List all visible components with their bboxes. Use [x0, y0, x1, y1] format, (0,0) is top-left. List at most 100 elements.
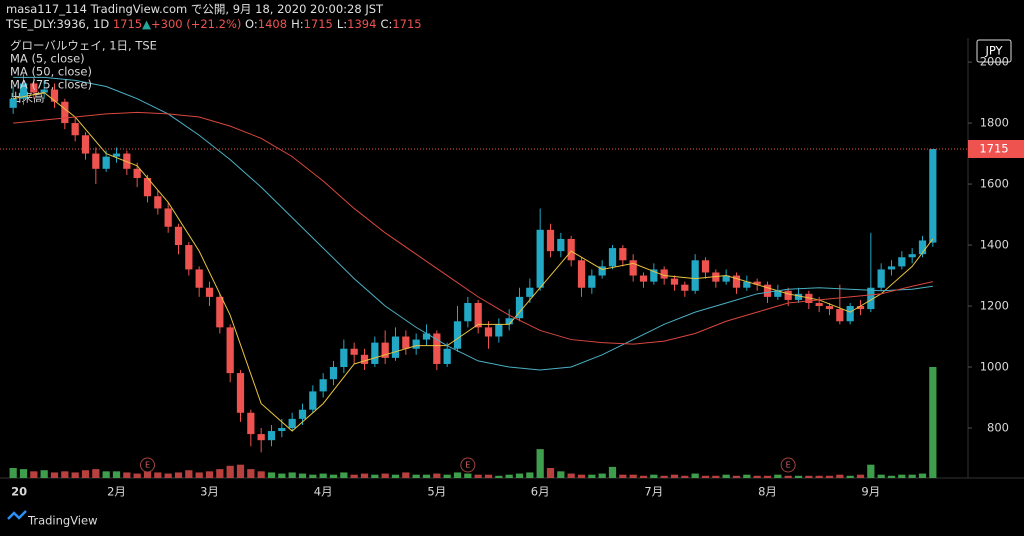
event-label: E: [465, 461, 470, 470]
candle-body: [371, 342, 379, 364]
ma-line: [13, 76, 933, 371]
volume-bar: [784, 475, 792, 478]
x-tick-label: 3月: [200, 485, 219, 499]
volume-bar: [102, 471, 110, 478]
event-marker: [780, 457, 796, 473]
volume-bar: [484, 474, 493, 478]
volume-bar: [360, 473, 369, 478]
candle-body: [453, 321, 462, 349]
volume-bar: [143, 471, 152, 478]
candle-body: [836, 309, 844, 322]
candle-body: [92, 153, 100, 169]
y-tick-label: 1800: [980, 116, 1009, 130]
volume-bar: [412, 474, 420, 478]
volume-bar: [40, 470, 48, 478]
last-price-tag: [968, 139, 1024, 158]
candle-body: [50, 89, 59, 102]
volume-bar: [371, 474, 379, 478]
y-tick-label: 1000: [980, 360, 1009, 374]
volume-bar: [30, 471, 38, 478]
candle-body: [61, 101, 69, 124]
legend-entry: MA (5, close): [10, 52, 85, 66]
candle-body: [112, 153, 121, 157]
volume-bar: [505, 474, 513, 478]
volume-bar: [9, 468, 17, 478]
ohlc-label: L:: [336, 17, 348, 31]
candle-body: [629, 260, 637, 276]
candle-body: [701, 260, 710, 273]
candle-body: [784, 290, 792, 300]
volume-bar: [681, 475, 689, 478]
candle-body: [133, 168, 141, 178]
volume-bar: [216, 469, 224, 478]
volume-bar: [381, 473, 389, 478]
volume-bar: [154, 472, 162, 478]
ohlc-label: C:: [380, 17, 393, 31]
candle-body: [619, 248, 627, 261]
candle-body: [505, 318, 513, 325]
volume-bar: [691, 473, 699, 478]
volume-bar: [732, 475, 741, 478]
volume-bar: [71, 472, 79, 478]
y-tick-label: 2000: [980, 55, 1009, 69]
volume-bar: [340, 472, 348, 478]
x-tick-label: 2月: [107, 485, 126, 499]
candle-body: [226, 327, 234, 374]
candle-body: [40, 89, 48, 93]
volume-bar: [588, 474, 596, 478]
candle-body: [918, 240, 927, 255]
volume-bar: [61, 471, 69, 478]
x-tick-label: 9月: [861, 485, 880, 499]
volume-bar: [402, 472, 410, 478]
candle-body: [464, 302, 472, 322]
candle-body: [360, 354, 369, 364]
volume-bar: [350, 474, 358, 478]
volume-bar: [712, 475, 720, 478]
candle-body: [608, 248, 617, 267]
candle-body: [319, 379, 327, 392]
candle-body: [143, 177, 152, 197]
event-marker: [460, 457, 476, 473]
volume-bar: [546, 468, 555, 478]
volume-bar: [639, 475, 648, 478]
symbol: TSE_DLY:3936, 1D: [6, 17, 110, 31]
ma-line: [13, 92, 934, 432]
volume-bar: [898, 474, 906, 478]
volume-bar: [453, 472, 462, 478]
legend-entry: MA (50, close): [10, 65, 92, 79]
candle-body: [898, 257, 906, 267]
candle-body: [598, 266, 606, 276]
volume-bar: [629, 474, 637, 478]
candle-body: [794, 293, 803, 300]
ohlc-value: 1715: [392, 17, 422, 31]
volume-bar: [929, 367, 937, 478]
event-label: E: [145, 461, 150, 470]
candle-body: [877, 269, 885, 288]
volume-bar: [515, 473, 524, 478]
x-tick-label: 5月: [427, 485, 446, 499]
candle-body: [164, 208, 172, 227]
volume-bar: [433, 473, 441, 478]
candle-body: [753, 281, 761, 285]
volume-bar: [443, 474, 451, 478]
volume-bar: [81, 470, 90, 478]
volume-bar: [856, 474, 865, 478]
volume-bar: [329, 474, 338, 478]
volume-bar: [112, 471, 121, 478]
candle-body: [19, 83, 28, 99]
volume-bar: [391, 474, 400, 478]
logo: [7, 510, 27, 520]
candle-body: [381, 342, 389, 358]
volume-bar: [474, 474, 482, 478]
candle-body: [412, 339, 420, 349]
candle-body: [639, 275, 648, 282]
candle-body: [298, 409, 307, 419]
volume-bar: [763, 475, 772, 478]
volume-bar: [247, 469, 255, 478]
ma-line: [13, 111, 933, 345]
volume-bar: [753, 475, 761, 478]
volume-bar: [805, 475, 813, 478]
candle-body: [102, 156, 110, 169]
volume-bar: [908, 474, 916, 478]
